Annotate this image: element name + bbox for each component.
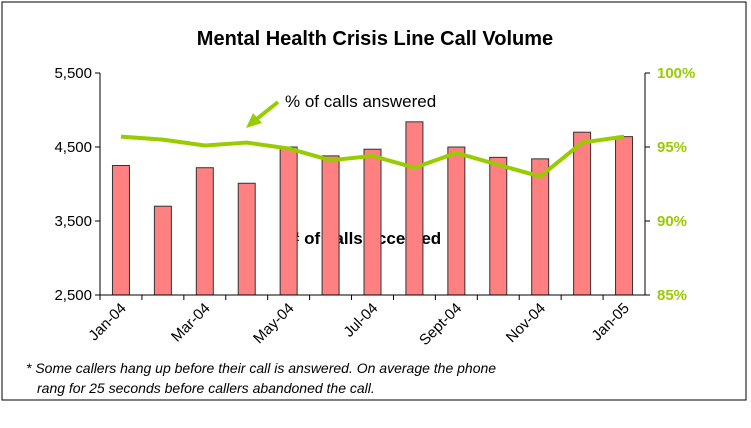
annotation-arrowhead [246, 113, 262, 128]
bar [153, 205, 172, 296]
bar [111, 165, 130, 296]
bar [321, 155, 340, 296]
bar [531, 158, 550, 296]
bar [237, 182, 256, 296]
line-annotation: % of calls answered [285, 92, 436, 111]
bar [405, 121, 424, 296]
bar [615, 136, 634, 296]
y-tick-label: 5,500 [54, 65, 92, 82]
bar [195, 167, 214, 296]
bar [573, 131, 592, 296]
y-tick-label: 4,500 [54, 139, 92, 156]
y2-tick-label: 90% [657, 213, 687, 230]
chart-title: Mental Health Crisis Line Call Volume [197, 28, 553, 50]
footnote: * Some callers hang up before their call… [26, 360, 496, 376]
y-tick-label: 3,500 [54, 213, 92, 230]
bar [489, 156, 508, 296]
line [120, 134, 625, 179]
bar [363, 148, 382, 296]
bar [447, 146, 466, 296]
y2-tick-label: 85% [657, 287, 687, 304]
y2-tick-label: 95% [657, 139, 687, 156]
y-tick-label: 2,500 [54, 287, 92, 304]
y2-tick-label: 100% [657, 65, 695, 82]
bar [279, 146, 298, 296]
footnote: rang for 25 seconds before callers aband… [37, 380, 375, 396]
